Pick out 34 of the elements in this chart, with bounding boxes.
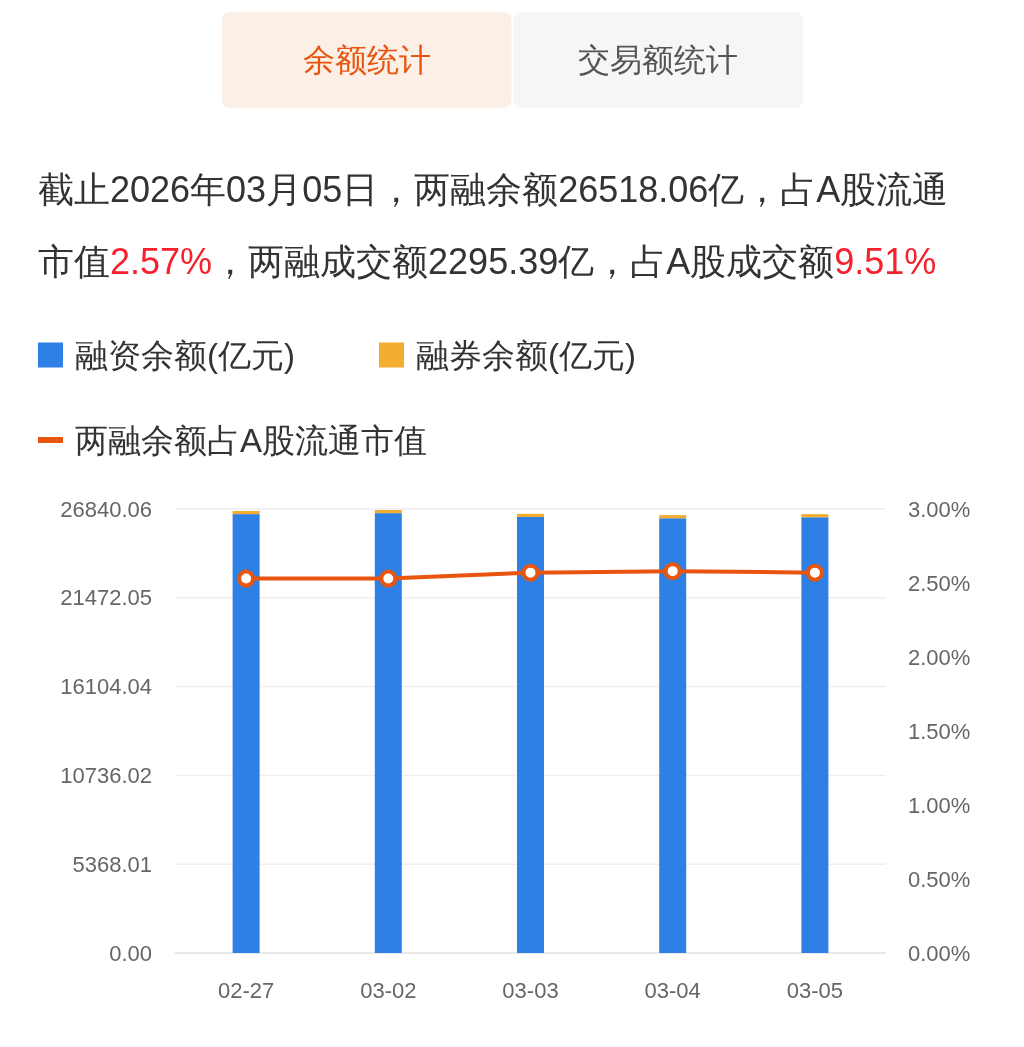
bar bbox=[374, 513, 402, 953]
x-tick-label: 03-03 bbox=[502, 977, 559, 1003]
y-tick-label: 16104.04 bbox=[60, 674, 152, 700]
bar bbox=[517, 513, 544, 517]
bar bbox=[659, 518, 687, 953]
y-tick-label: 26840.06 bbox=[60, 496, 152, 522]
y2-tick-label: 2.50% bbox=[908, 570, 971, 596]
legend-label: 两融余额占A股流通市值 bbox=[75, 421, 428, 459]
bar bbox=[374, 509, 402, 514]
y2-tick-label: 0.00% bbox=[908, 940, 971, 966]
x-tick-label: 03-04 bbox=[644, 977, 701, 1003]
y-tick-label: 10736.02 bbox=[60, 762, 152, 788]
y2-tick-label: 3.00% bbox=[908, 496, 971, 522]
y2-tick-label: 1.00% bbox=[908, 792, 971, 818]
y-tick-label: 21472.05 bbox=[60, 585, 152, 611]
x-tick-label: 03-02 bbox=[360, 977, 417, 1003]
y-tick-label: 0.00 bbox=[109, 940, 152, 966]
y-tick-label: 5368.01 bbox=[72, 851, 152, 877]
legend-label: 融资余额(亿元) bbox=[75, 336, 295, 374]
bar bbox=[232, 510, 260, 515]
bar bbox=[659, 515, 687, 519]
y2-tick-label: 0.50% bbox=[908, 866, 971, 892]
chart-subtitle: 截止2026年03月05日，两融余额26518.06亿，占A股流通市值2.57%，两融成交额2295.39亿，占A股成交额9.51% bbox=[38, 169, 949, 282]
y2-tick-label: 2.00% bbox=[908, 644, 971, 670]
x-tick-label: 03-05 bbox=[786, 977, 844, 1003]
bar bbox=[232, 514, 260, 953]
text: 交易额统计 bbox=[577, 42, 738, 78]
y2-tick-label: 1.50% bbox=[908, 718, 971, 744]
x-tick-label: 02-27 bbox=[217, 977, 275, 1003]
bar bbox=[517, 516, 544, 953]
bar bbox=[801, 514, 829, 518]
bar bbox=[801, 517, 829, 953]
legend-label: 融券余额(亿元) bbox=[415, 336, 636, 374]
text: 余额统计 bbox=[303, 42, 432, 78]
